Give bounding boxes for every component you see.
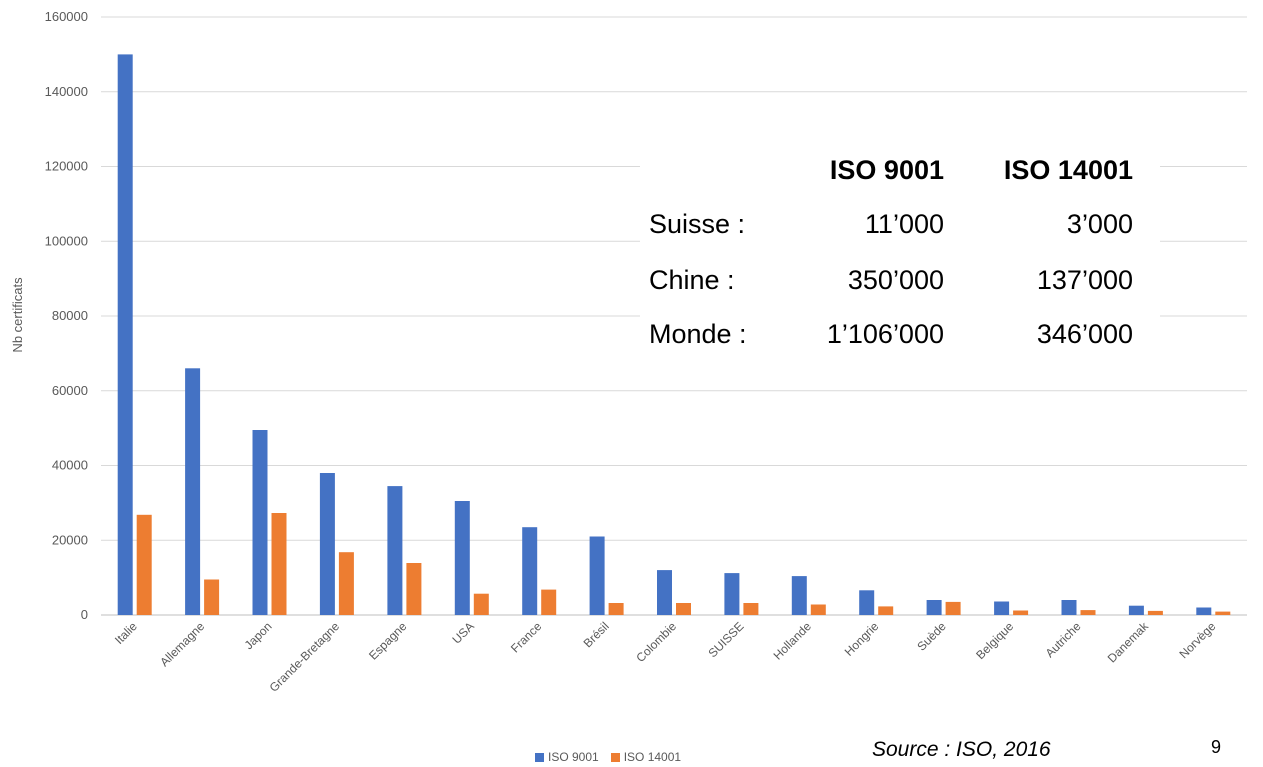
legend-label-iso14001: ISO 14001 (623, 750, 682, 764)
bar-iso14001 (136, 514, 152, 615)
info-table: ISO 9001 ISO 14001 Suisse : 11’000 3’000… (640, 145, 1160, 370)
bar-iso9001 (1061, 600, 1077, 615)
bar-iso14001 (338, 552, 354, 615)
header-iso9001: ISO 9001 (829, 155, 944, 185)
y-axis-ticks: 0 20000 40000 60000 80000 100000 120000 140000 1… (45, 9, 88, 622)
row-label-monde: Monde : (649, 319, 747, 349)
legend-item-iso14001: ISO 14001 (610, 750, 682, 764)
y-tick-label: 60000 (52, 383, 88, 398)
y-tick-label: 140000 (45, 84, 88, 99)
bar-iso9001 (994, 601, 1010, 615)
x-category-label: SUISSE (706, 619, 747, 660)
bar-iso14001 (204, 579, 220, 615)
bar-iso14001 (1147, 610, 1163, 615)
bar-iso14001 (743, 603, 759, 615)
bar-iso9001 (926, 600, 942, 615)
x-category-label: Norvège (1176, 619, 1218, 661)
source-note: Source : ISO, 2016 (872, 738, 1051, 761)
x-category-label: Suède (914, 619, 949, 654)
bar-iso14001 (878, 606, 894, 615)
bar-iso14001 (406, 563, 422, 615)
bar-iso14001 (608, 603, 624, 615)
x-category-label: Japon (242, 619, 275, 652)
bar-iso14001 (1215, 611, 1231, 615)
legend-swatch-iso9001 (535, 752, 544, 762)
bar-iso14001 (1080, 610, 1096, 615)
bar-iso9001 (252, 430, 268, 615)
x-category-label: Brésil (581, 619, 612, 650)
y-tick-label: 120000 (45, 159, 88, 174)
x-category-label: Belgique (973, 619, 1016, 662)
legend-label-iso9001: ISO 9001 (548, 750, 599, 764)
bar-iso14001 (473, 593, 489, 615)
header-iso14001: ISO 14001 (1003, 155, 1133, 185)
bar-iso14001 (945, 601, 961, 615)
value-chine-iso14001: 137’000 (1036, 265, 1133, 295)
y-tick-label: 0 (81, 607, 88, 622)
value-suisse-iso9001: 11’000 (864, 209, 944, 239)
bar-iso9001 (1196, 607, 1212, 615)
x-category-label: Allemagne (157, 619, 207, 669)
bar-iso9001 (117, 54, 133, 615)
y-axis-label: Nb certificats (10, 277, 25, 353)
bar-iso9001 (185, 368, 201, 615)
bars (117, 54, 1231, 615)
bar-iso9001 (387, 486, 403, 615)
x-category-label: Hongrie (842, 619, 882, 659)
x-category-label: Danemak (1105, 619, 1152, 666)
bar-iso14001 (676, 603, 691, 615)
bar-iso14001 (271, 513, 287, 615)
bar-iso9001 (522, 527, 538, 615)
y-tick-label: 40000 (52, 458, 88, 473)
x-category-label: Autriche (1043, 619, 1084, 660)
x-category-label: Espagne (366, 619, 410, 663)
bar-iso14001 (541, 589, 557, 615)
x-category-label: Hollande (771, 619, 815, 663)
value-monde-iso9001: 1’106’000 (826, 319, 944, 349)
y-tick-label: 80000 (52, 308, 88, 323)
x-category-label: Grande-Bretagne (267, 619, 343, 695)
value-suisse-iso14001: 3’000 (1066, 209, 1133, 239)
bar-iso9001 (791, 576, 807, 615)
bar-iso14001 (1013, 610, 1029, 615)
page-number: 9 (1211, 737, 1222, 757)
bar-iso9001 (859, 590, 875, 615)
value-monde-iso14001: 346’000 (1036, 319, 1133, 349)
x-category-label: Colombie (633, 619, 679, 665)
bar-iso9001 (1128, 605, 1144, 615)
legend: ISO 9001 ISO 14001 (535, 750, 687, 764)
value-chine-iso9001: 350’000 (847, 265, 944, 295)
legend-swatch-iso14001 (610, 752, 620, 762)
x-category-label: Italie (112, 619, 140, 647)
x-category-label: France (508, 619, 545, 656)
legend-item-iso9001: ISO 9001 (535, 750, 599, 764)
bar-iso14001 (810, 604, 826, 615)
y-tick-label: 20000 (52, 532, 88, 547)
bar-iso9001 (724, 573, 740, 615)
row-label-chine: Chine : (649, 265, 735, 295)
y-tick-label: 100000 (45, 233, 88, 248)
y-tick-label: 160000 (45, 9, 88, 24)
bar-iso9001 (657, 570, 672, 615)
bar-iso9001 (319, 473, 335, 615)
bar-iso9001 (589, 536, 605, 615)
bar-iso9001 (454, 501, 470, 615)
row-label-suisse: Suisse : (649, 209, 746, 239)
x-category-label: USA (450, 619, 477, 646)
